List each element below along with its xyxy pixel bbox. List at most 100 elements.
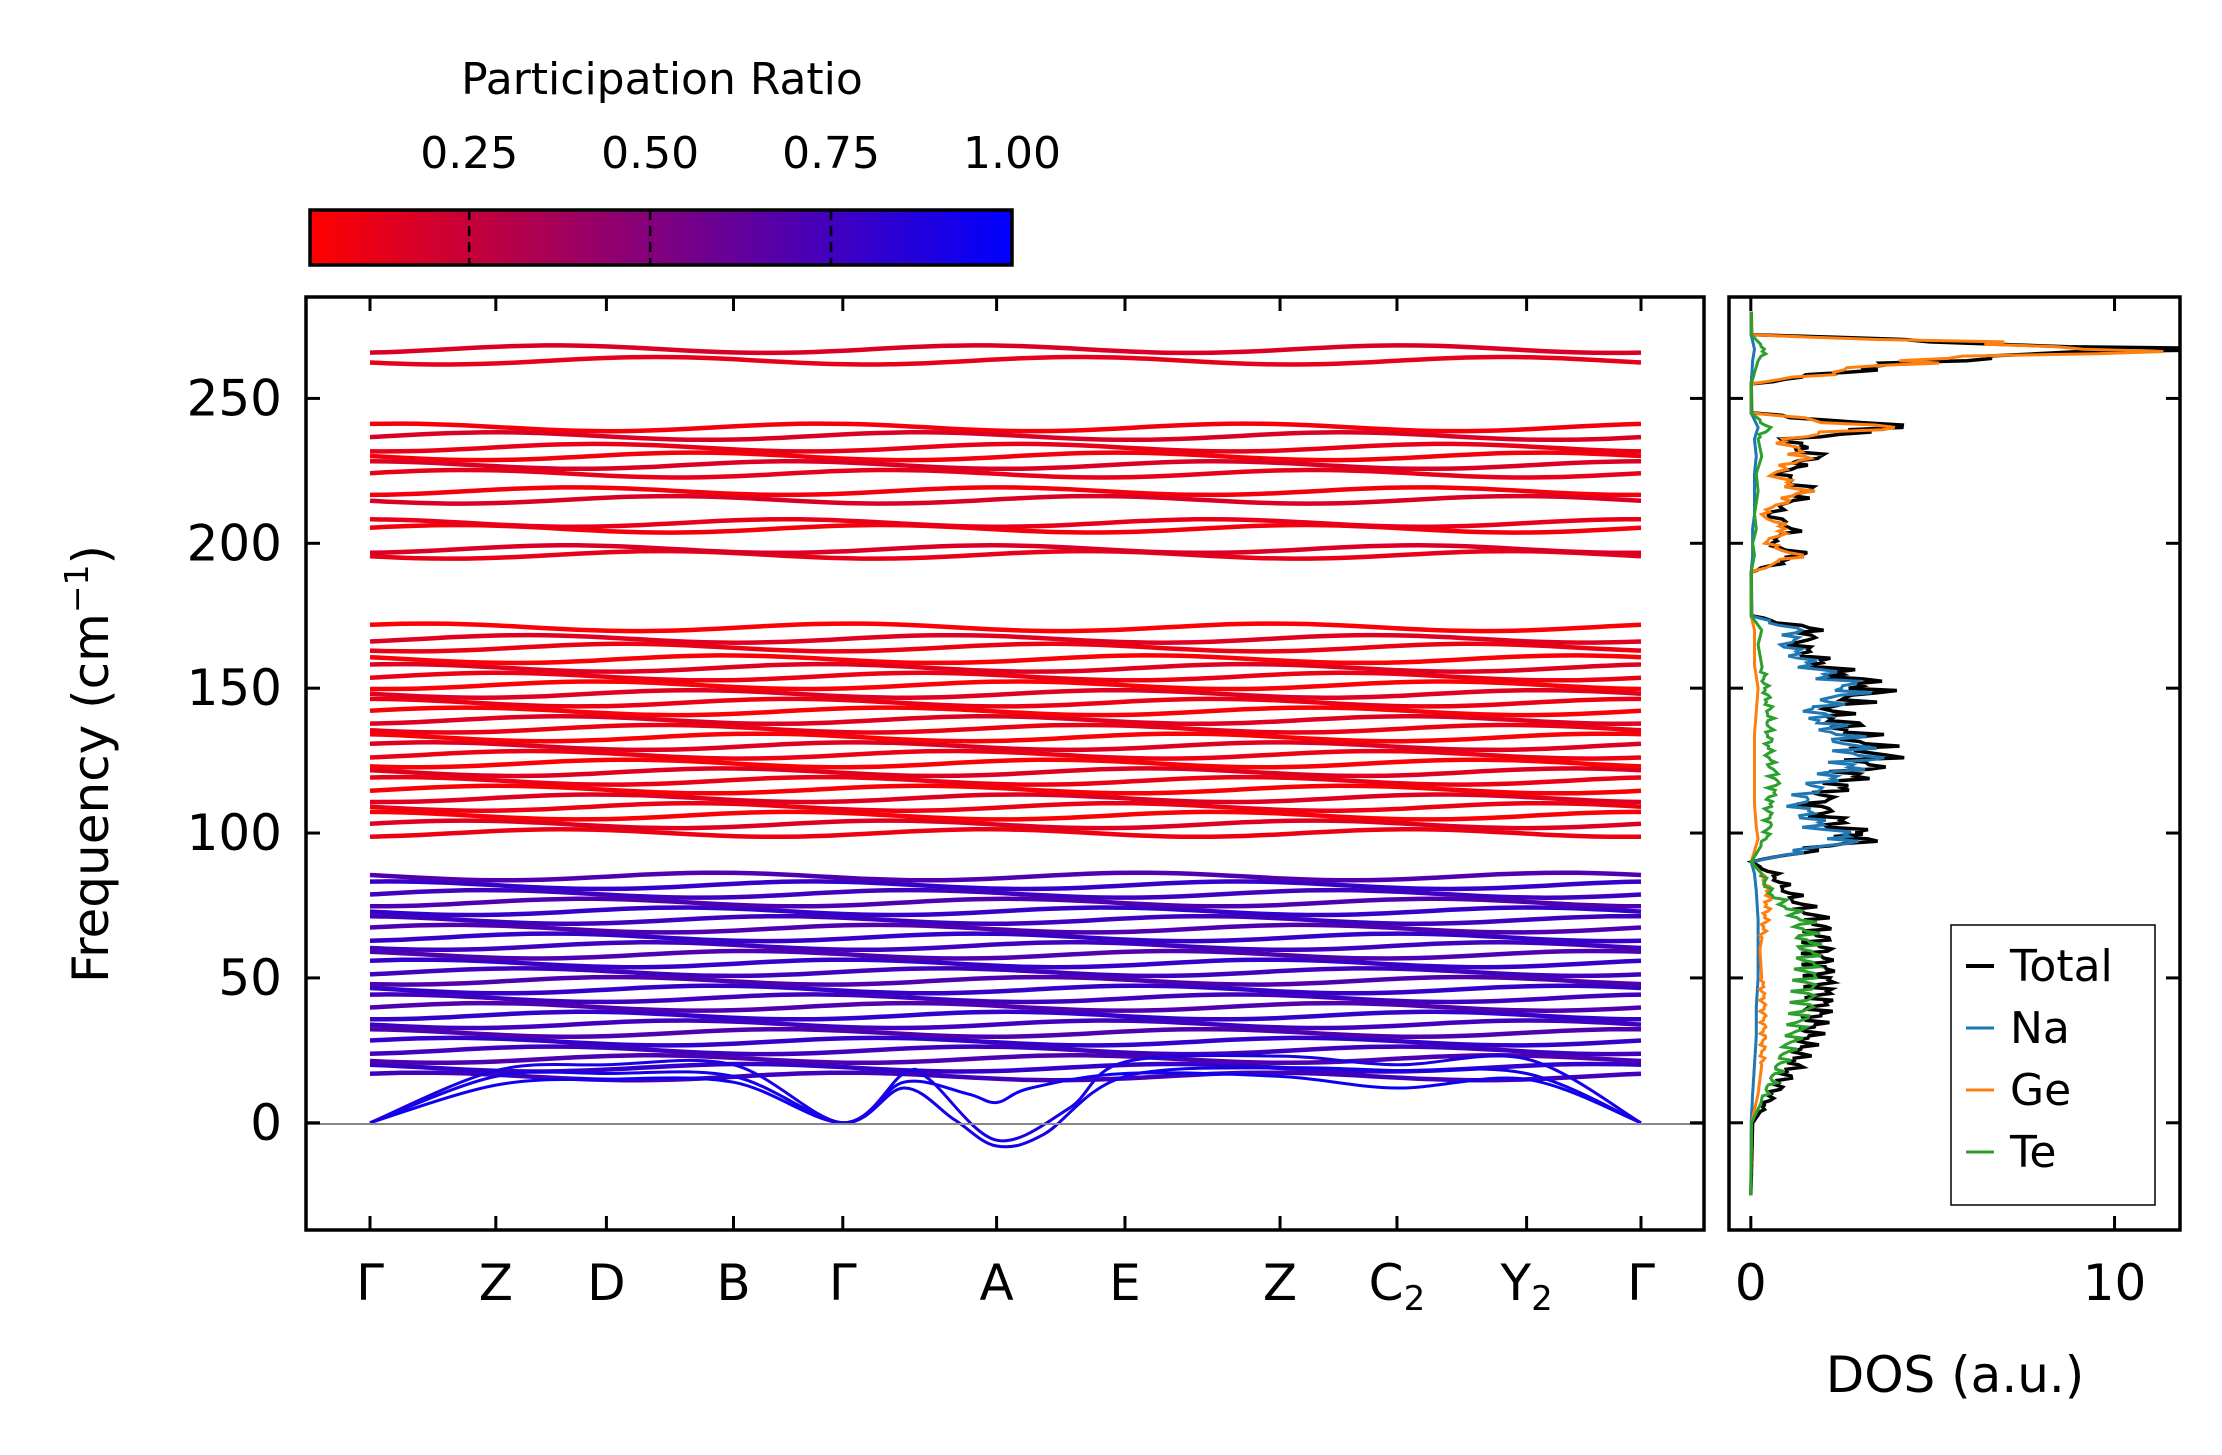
- band-line: [369, 354, 1642, 367]
- dos-x-axis-label: DOS (a.u.): [1826, 1346, 2085, 1404]
- legend-label: Total: [2009, 941, 2113, 992]
- band-line: [369, 940, 1642, 953]
- kpoint-label: Z: [1263, 1254, 1297, 1312]
- kpoint-label: Γ: [829, 1254, 857, 1312]
- colorbar-tick-label: 0.25: [420, 128, 518, 179]
- colorbar-tick-label: 0.75: [782, 128, 880, 179]
- band-line: [369, 687, 1642, 700]
- band-line: [369, 641, 1642, 654]
- band-line: [369, 485, 1641, 498]
- colorbar-fill: [310, 210, 1012, 265]
- band-line: [369, 467, 1642, 480]
- band-frame: [304, 295, 1706, 1232]
- band-line: [369, 783, 1642, 796]
- kpoint-label: D: [587, 1254, 626, 1312]
- band-line: [369, 696, 1642, 709]
- band-line: [369, 548, 1642, 561]
- dos-x-tick-label: 0: [1735, 1254, 1767, 1312]
- band-line: [369, 800, 1642, 813]
- y-tick-label: 200: [187, 514, 282, 572]
- y-axis-label: Frequency (cm−1): [57, 545, 120, 983]
- band-line: [369, 450, 1642, 463]
- band-line: [369, 740, 1642, 753]
- band-line: [369, 714, 1642, 727]
- kpoint-label: Y2: [1500, 1254, 1553, 1319]
- dos-x-tick-label: 10: [2083, 1254, 2147, 1312]
- band-line: [370, 792, 1642, 805]
- band-line: [370, 1009, 1642, 1022]
- dos-curve-te: [1749, 311, 1825, 1196]
- band-axes: 0 50 100 150 200 250 Γ Z D B Γ A E Z C2 Y2 Γ: [187, 297, 1704, 1319]
- dos-frame: [1727, 295, 2182, 1232]
- legend-label: Ge: [2010, 1065, 2071, 1116]
- band-line: [369, 670, 1642, 683]
- colorbar-ticks: 0.25 0.50 0.75 1.00: [420, 128, 1061, 265]
- band-line: [370, 679, 1642, 692]
- y-tick-label: 0: [250, 1094, 282, 1152]
- band-line: [369, 459, 1642, 472]
- band-line: [369, 661, 1642, 674]
- y-tick-label: 100: [187, 804, 282, 862]
- band-line: [369, 722, 1642, 735]
- acoustic-branch: [369, 1066, 1642, 1149]
- colorbar-tick-label: 1.00: [963, 128, 1061, 179]
- dos-axes: 0 10: [1729, 297, 2180, 1312]
- y-axis-label-superscript: −1: [57, 564, 96, 613]
- band-line: [369, 1044, 1642, 1057]
- band-line: [369, 809, 1642, 822]
- band-line: [369, 957, 1642, 970]
- band-structure-panel: 0 50 100 150 200 250 Γ Z D B Γ A E Z C2 Y2 Γ Frequency (…: [57, 295, 1706, 1319]
- kpoint-label: Γ: [1627, 1254, 1655, 1312]
- band-line: [369, 966, 1642, 979]
- band-line: [369, 983, 1642, 996]
- kpoint-label: A: [979, 1254, 1013, 1312]
- colorbar-title: Participation Ratio: [461, 54, 863, 105]
- band-line: [369, 913, 1642, 926]
- band-line: [369, 621, 1642, 634]
- legend-label: Te: [2009, 1127, 2056, 1178]
- band-line: [369, 827, 1642, 840]
- y-tick-label: 250: [187, 369, 282, 427]
- band-line: [369, 430, 1642, 443]
- band-line: [369, 705, 1642, 718]
- kpoint-label: C2: [1369, 1254, 1426, 1319]
- colorbar: Participation Ratio 0.25 0.50 0.75 1.00: [308, 54, 1061, 267]
- band-line: [369, 522, 1642, 535]
- band-line: [369, 653, 1642, 666]
- band-line: [369, 731, 1642, 744]
- band-line: [369, 870, 1642, 883]
- band-line: [369, 948, 1642, 961]
- band-lines: [369, 343, 1642, 1149]
- band-line: [369, 922, 1642, 935]
- kpoint-label: Z: [479, 1254, 513, 1312]
- band-line: [369, 1026, 1642, 1039]
- band-line: [369, 974, 1642, 987]
- kpoint-label: B: [716, 1254, 750, 1312]
- kpoint-label: E: [1109, 1254, 1141, 1312]
- legend-entries: Total Na Ge Te: [1966, 941, 2113, 1178]
- band-line: [369, 766, 1642, 779]
- band-line: [369, 543, 1641, 556]
- band-line: [369, 516, 1641, 530]
- band-line: [369, 343, 1642, 356]
- legend-box: [1950, 924, 2156, 1206]
- band-line: [369, 887, 1642, 900]
- y-tick-label: 150: [187, 659, 282, 717]
- dos-lines: [1746, 311, 2180, 1196]
- band-line: [369, 931, 1642, 944]
- kpoint-label: Γ: [356, 1254, 384, 1312]
- band-line: [370, 896, 1642, 909]
- band-line: [370, 441, 1642, 454]
- band-line: [369, 632, 1642, 645]
- band-line: [369, 992, 1642, 1005]
- colorbar-frame: [308, 208, 1014, 267]
- band-line: [369, 905, 1642, 918]
- band-line: [369, 1000, 1642, 1013]
- band-line: [369, 757, 1642, 770]
- band-line: [369, 818, 1642, 831]
- dos-curve-ge: [1749, 311, 2164, 1196]
- y-tick-label: 50: [218, 949, 282, 1007]
- band-line: [369, 879, 1642, 892]
- band-line: [369, 493, 1642, 506]
- band-line: [369, 1035, 1642, 1048]
